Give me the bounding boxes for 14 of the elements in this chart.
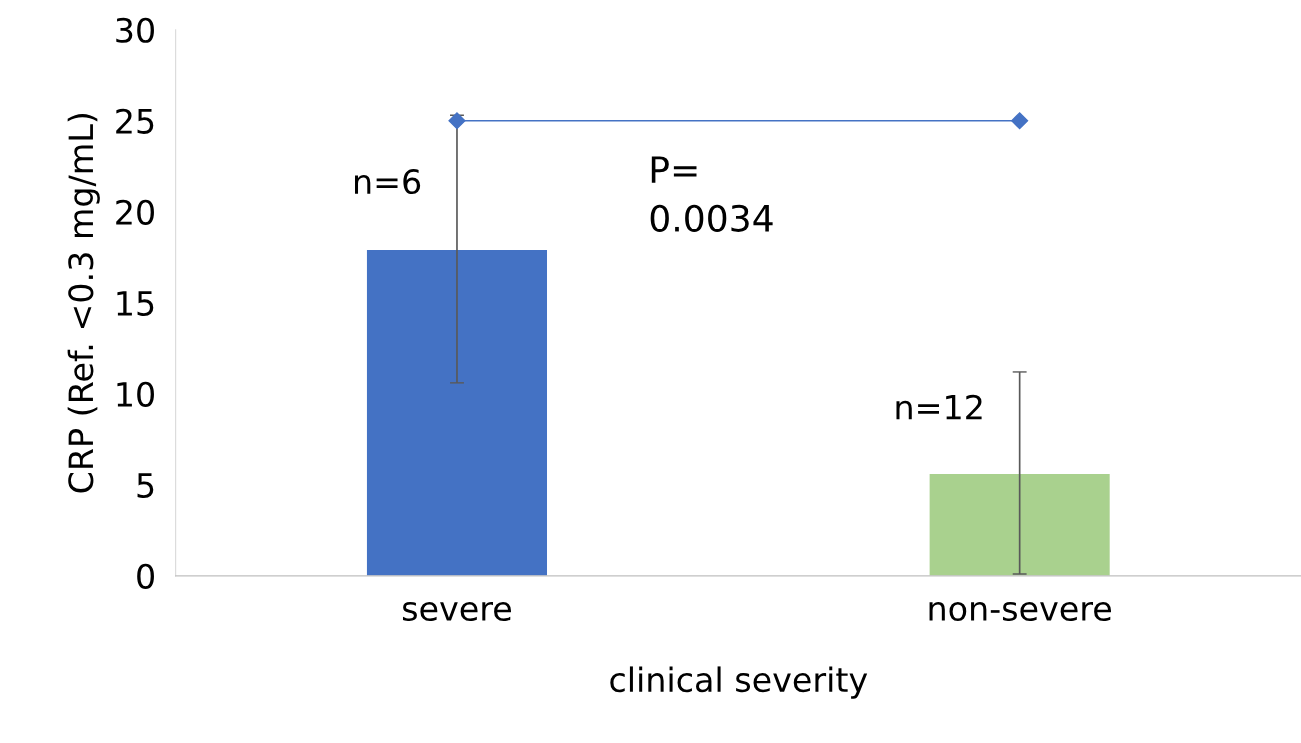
y-tick-label: 10 — [117, 381, 154, 407]
y-axis-title: CRP (Ref. <0.3 mg/mL) — [67, 114, 100, 493]
annotation: n=6 — [355, 168, 421, 195]
x-axis-title: clinical severity — [610, 666, 868, 699]
y-tick-label: 25 — [116, 108, 154, 134]
annotation: P= 0.0034 — [650, 156, 773, 232]
y-tick-label: 5 — [137, 473, 154, 498]
annotation: n=12 — [896, 394, 982, 420]
x-tick-label: severe — [402, 601, 511, 622]
y-tick-label: 15 — [117, 291, 154, 316]
y-tick-label: 20 — [116, 199, 154, 225]
y-tick-label: 30 — [116, 17, 154, 43]
y-tick-label: 0 — [137, 563, 154, 589]
x-tick-label: non-severe — [929, 601, 1112, 622]
